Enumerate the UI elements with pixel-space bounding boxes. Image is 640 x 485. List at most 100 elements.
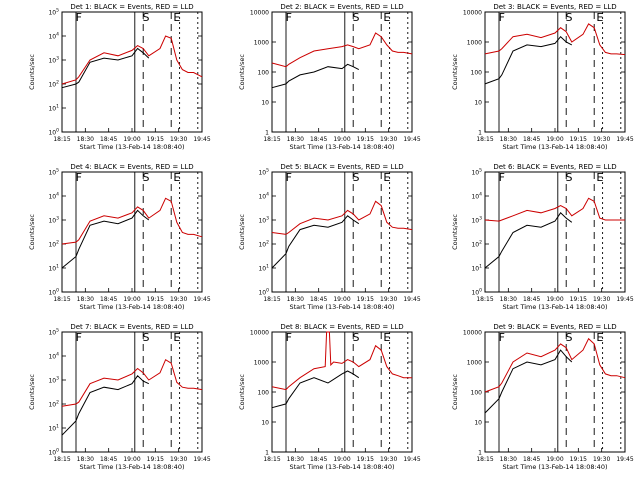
- y-tick-label: 101: [471, 264, 482, 273]
- event-marker-f: F: [76, 331, 82, 344]
- event-marker-s: S: [143, 171, 150, 184]
- series-line-events: [271, 63, 360, 89]
- plot-frame: [484, 171, 626, 293]
- y-tick-label: 1000: [467, 360, 482, 367]
- y-axis-label: Counts/sec: [451, 54, 459, 90]
- event-marker-s: S: [566, 11, 573, 24]
- series-line-lld: [484, 197, 625, 222]
- x-tick-label: 19:45: [193, 136, 210, 143]
- panel-title: Det 4: BLACK = Events, RED = LLD: [70, 163, 193, 171]
- y-tick-label: 102: [48, 240, 59, 249]
- x-tick-label: 19:00: [123, 456, 140, 463]
- series-line-lld: [61, 358, 203, 407]
- event-marker-e: E: [383, 171, 390, 184]
- y-axis-label: Counts/sec: [28, 214, 36, 250]
- y-tick-label: 101: [258, 264, 269, 273]
- x-tick-label: 18:30: [287, 136, 304, 143]
- y-tick-label: 1: [265, 450, 269, 457]
- y-tick-label: 102: [48, 80, 59, 89]
- event-marker-s: S: [353, 331, 360, 344]
- x-axis-label: Start Time (13-Feb-14 18:08:40): [503, 303, 608, 311]
- x-tick-label: 19:00: [333, 136, 350, 143]
- series-line-events: [271, 370, 360, 409]
- x-tick-label: 18:30: [77, 456, 94, 463]
- x-tick-label: 19:00: [123, 296, 140, 303]
- y-axis-label: Counts/sec: [28, 54, 36, 90]
- x-tick-label: 19:00: [546, 136, 563, 143]
- x-tick-label: 18:15: [263, 136, 280, 143]
- x-tick-label: 18:15: [476, 456, 493, 463]
- x-tick-label: 19:30: [380, 456, 397, 463]
- event-marker-f: F: [286, 11, 292, 24]
- x-tick-label: 18:30: [77, 296, 94, 303]
- y-tick-label: 105: [48, 328, 59, 337]
- panel-title: Det 3: BLACK = Events, RED = LLD: [493, 3, 616, 11]
- panel-title: Det 1: BLACK = Events, RED = LLD: [70, 3, 193, 11]
- series-line-lld: [271, 32, 413, 68]
- x-tick-label: 19:15: [147, 296, 164, 303]
- panel-det-2: Det 2: BLACK = Events, RED = LLD 1 10 100 10…: [238, 3, 421, 151]
- event-marker-s: S: [143, 331, 150, 344]
- y-tick-label: 103: [48, 376, 59, 385]
- series-line-lld: [271, 200, 413, 235]
- y-tick-label: 103: [48, 216, 59, 225]
- event-marker-f: F: [499, 11, 505, 24]
- panel-det-5: Det 5: BLACK = Events, RED = LLD 100 101 10…: [238, 163, 421, 311]
- series-line-events: [484, 349, 573, 414]
- series-line-lld: [61, 197, 203, 245]
- y-tick-label: 10: [261, 420, 269, 427]
- y-tick-label: 101: [48, 424, 59, 433]
- y-tick-label: 101: [48, 104, 59, 113]
- x-tick-label: 18:30: [500, 136, 517, 143]
- x-tick-label: 18:30: [77, 136, 94, 143]
- x-tick-label: 19:00: [546, 456, 563, 463]
- panel-title: Det 5: BLACK = Events, RED = LLD: [280, 163, 403, 171]
- x-tick-label: 19:45: [403, 136, 420, 143]
- x-tick-label: 19:45: [616, 296, 633, 303]
- y-tick-label: 105: [48, 168, 59, 177]
- y-tick-label: 10: [474, 420, 482, 427]
- x-tick-label: 18:30: [500, 296, 517, 303]
- panel-det-4: Det 4: BLACK = Events, RED = LLD 100 101 10…: [28, 163, 211, 311]
- x-axis-label: Start Time (13-Feb-14 18:08:40): [80, 143, 185, 151]
- x-tick-label: 19:00: [546, 296, 563, 303]
- y-tick-label: 105: [258, 168, 269, 177]
- event-marker-f: F: [499, 171, 505, 184]
- y-tick-label: 10000: [250, 10, 269, 17]
- x-tick-label: 19:30: [170, 136, 187, 143]
- y-tick-label: 101: [48, 264, 59, 273]
- x-tick-label: 19:15: [570, 136, 587, 143]
- x-tick-label: 19:15: [357, 296, 374, 303]
- y-tick-label: 105: [48, 8, 59, 17]
- y-tick-label: 10000: [463, 330, 482, 337]
- panel-det-9: Det 9: BLACK = Events, RED = LLD 1 10 100 10…: [451, 323, 634, 471]
- y-axis-label: Counts/sec: [238, 374, 246, 410]
- y-tick-label: 10000: [250, 330, 269, 337]
- x-tick-label: 18:15: [476, 136, 493, 143]
- y-tick-label: 100: [258, 70, 270, 77]
- x-tick-label: 19:15: [147, 456, 164, 463]
- panel-det-3: Det 3: BLACK = Events, RED = LLD 1 10 100 10…: [451, 3, 634, 151]
- x-tick-label: 19:45: [403, 296, 420, 303]
- x-tick-label: 19:00: [123, 136, 140, 143]
- y-tick-label: 100: [471, 70, 483, 77]
- event-marker-f: F: [286, 331, 292, 344]
- x-tick-label: 19:30: [593, 296, 610, 303]
- x-axis-label: Start Time (13-Feb-14 18:08:40): [290, 303, 395, 311]
- y-tick-label: 100: [471, 288, 482, 297]
- x-tick-label: 18:45: [310, 456, 327, 463]
- y-tick-label: 103: [471, 216, 482, 225]
- x-tick-label: 18:45: [523, 136, 540, 143]
- event-marker-e: E: [173, 171, 180, 184]
- x-tick-label: 18:15: [263, 456, 280, 463]
- event-marker-e: E: [173, 11, 180, 24]
- x-tick-label: 18:30: [500, 456, 517, 463]
- y-tick-label: 1000: [467, 40, 482, 47]
- panel-det-1: Det 1: BLACK = Events, RED = LLD 100 101 10…: [28, 3, 211, 151]
- y-tick-label: 102: [471, 240, 482, 249]
- plot-frame: [61, 331, 203, 453]
- x-axis-label: Start Time (13-Feb-14 18:08:40): [80, 463, 185, 471]
- x-tick-label: 18:45: [523, 296, 540, 303]
